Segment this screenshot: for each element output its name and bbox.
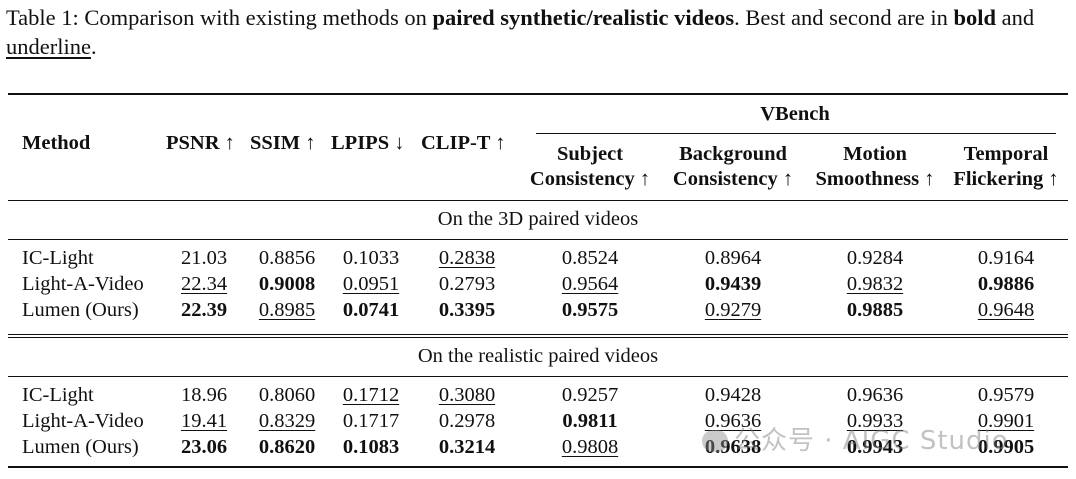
table-cell: 0.9575 — [561, 299, 619, 321]
header-temporal-1: Temporal — [963, 143, 1049, 165]
table-cell: 0.9943 — [846, 436, 904, 458]
table-cell: 0.9636 — [704, 410, 762, 432]
section-title-3d: On the 3D paired videos — [437, 208, 639, 230]
table-cell: 0.9008 — [258, 273, 316, 295]
table-cell: 0.3214 — [438, 436, 496, 458]
row-method-label: IC-Light — [22, 247, 94, 269]
caption-and: and — [996, 5, 1035, 30]
header-motion-1: Motion — [843, 143, 907, 165]
table-cell: 0.9164 — [977, 247, 1035, 269]
table-cell: 0.0741 — [342, 299, 400, 321]
wechat-icon — [702, 430, 728, 452]
row-method-label: Light-A-Video — [22, 410, 144, 432]
table-cell: 0.8985 — [258, 299, 316, 321]
header-psnr: PSNR ↑ — [166, 132, 235, 154]
double-rule-1 — [8, 334, 1068, 335]
header-lpips: LPIPS ↓ — [331, 132, 405, 154]
table-cell: 21.03 — [180, 247, 228, 269]
bottom-rule — [8, 466, 1068, 468]
table-cell: 22.34 — [180, 273, 228, 295]
table-cell: 0.9885 — [846, 299, 904, 321]
table-cell: 0.9439 — [704, 273, 762, 295]
table-cell: 23.06 — [180, 436, 228, 458]
row-method-label: Lumen (Ours) — [22, 299, 139, 321]
table-cell: 0.3395 — [438, 299, 496, 321]
table-cell: 0.9905 — [977, 436, 1035, 458]
header-rule — [8, 200, 1068, 201]
table-cell: 0.9933 — [846, 410, 904, 432]
caption-bold-word: bold — [953, 5, 997, 30]
table-cell: 0.0951 — [342, 273, 400, 295]
section-title-realistic: On the realistic paired videos — [417, 345, 659, 367]
table-cell: 0.9886 — [977, 273, 1035, 295]
table-cell: 0.8329 — [258, 410, 316, 432]
table-cell: 0.9811 — [562, 410, 618, 432]
table-cell: 0.9284 — [846, 247, 904, 269]
table-cell: 0.2978 — [438, 410, 496, 432]
table-cell: 0.8964 — [704, 247, 762, 269]
watermark: 公众号 · AIGC Studio — [702, 420, 1009, 457]
row-method-label: Lumen (Ours) — [22, 436, 139, 458]
table-cell: 0.2838 — [438, 247, 496, 269]
table-cell: 0.8856 — [258, 247, 316, 269]
header-ssim: SSIM ↑ — [250, 132, 316, 154]
header-background-1: Background — [679, 143, 787, 165]
table-cell: 19.41 — [180, 410, 228, 432]
header-background-2: Consistency ↑ — [672, 168, 794, 190]
table-cell: 0.1033 — [342, 247, 400, 269]
header-vbench: VBench — [760, 103, 830, 125]
table-cell: 0.9564 — [561, 273, 619, 295]
table-cell: 0.9808 — [561, 436, 619, 458]
top-rule — [8, 93, 1068, 95]
section2-rule — [8, 376, 1068, 377]
caption-bold-phrase: paired synthetic/realistic videos — [432, 5, 735, 30]
caption-underline-word: underline — [6, 34, 91, 59]
header-motion-2: Smoothness ↑ — [815, 168, 935, 190]
table-cell: 0.9428 — [704, 384, 762, 406]
row-method-label: Light-A-Video — [22, 273, 144, 295]
caption-prefix: Table 1: Comparison with existing method… — [6, 5, 433, 30]
table-cell: 0.9636 — [846, 384, 904, 406]
row-method-label: IC-Light — [22, 384, 94, 406]
table-cell: 0.9638 — [704, 436, 762, 458]
header-subject-1: Subject — [556, 143, 624, 165]
table-cell: 0.1717 — [342, 410, 400, 432]
header-method: Method — [22, 132, 91, 154]
table-cell: 0.9279 — [704, 299, 762, 321]
double-rule-2 — [8, 337, 1068, 338]
header-clipt: CLIP-T ↑ — [421, 132, 506, 154]
table-cell: 0.9901 — [977, 410, 1035, 432]
table-cell: 22.39 — [180, 299, 228, 321]
vbench-rule — [536, 133, 1056, 134]
table-cell: 18.96 — [180, 384, 228, 406]
table-cell: 0.1712 — [342, 384, 400, 406]
table-cell: 0.9832 — [846, 273, 904, 295]
table-cell: 0.1083 — [342, 436, 400, 458]
table-caption: Table 1: Comparison with existing method… — [6, 3, 1068, 61]
watermark-text: 公众号 · AIGC Studio — [734, 426, 1009, 456]
table-cell: 0.3080 — [438, 384, 496, 406]
table-cell: 0.8620 — [258, 436, 316, 458]
table-cell: 0.9648 — [977, 299, 1035, 321]
table-cell: 0.8060 — [258, 384, 316, 406]
header-temporal-2: Flickering ↑ — [953, 168, 1059, 190]
section1-rule — [8, 239, 1068, 240]
table-cell: 0.9579 — [977, 384, 1035, 406]
caption-mid: . Best and second are in — [734, 5, 954, 30]
table-cell: 0.9257 — [561, 384, 619, 406]
table-cell: 0.2793 — [438, 273, 496, 295]
table-cell: 0.8524 — [561, 247, 619, 269]
caption-end: . — [90, 34, 97, 59]
header-subject-2: Consistency ↑ — [529, 168, 651, 190]
